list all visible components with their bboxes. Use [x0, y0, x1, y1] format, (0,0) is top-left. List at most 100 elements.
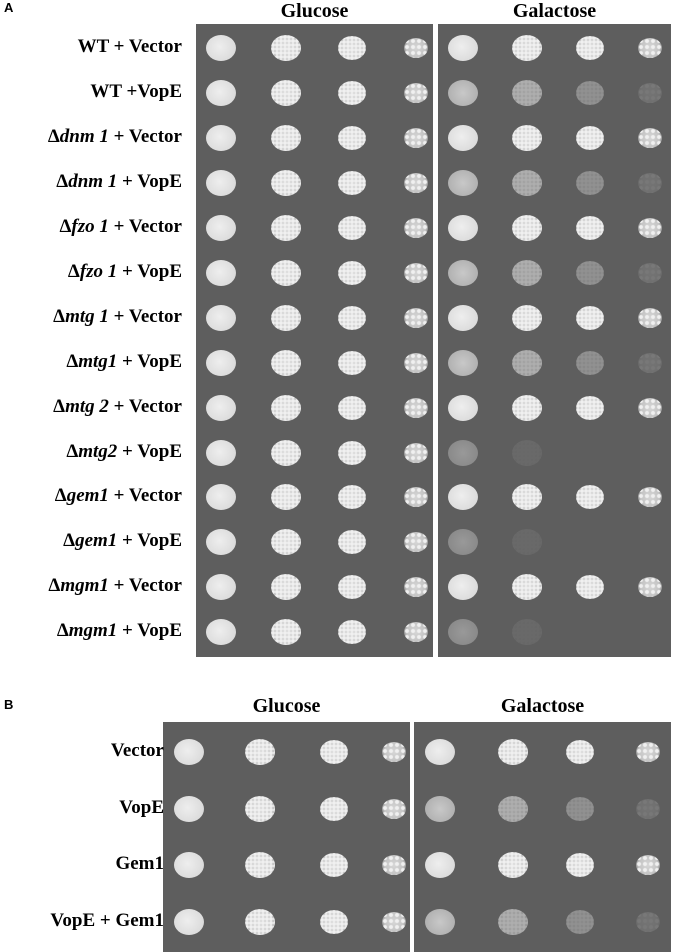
glucose-spot-dilution-1	[174, 739, 204, 766]
strain-label: Gem1	[115, 853, 164, 875]
glucose-spot-dilution-1	[206, 394, 236, 421]
glucose-spot-dilution-4	[404, 352, 428, 373]
glucose-spot-dilution-1	[206, 35, 236, 62]
galactose-spot-dilution-3	[576, 171, 604, 196]
glucose-plate	[163, 722, 410, 952]
glucose-spot-dilution-3	[338, 36, 366, 61]
strain-prefix: Δ	[56, 171, 69, 193]
galactose-spot-dilution-1	[448, 35, 478, 62]
strain-label: Δmtg1 + VopE	[66, 351, 182, 373]
glucose-spot-dilution-3	[320, 796, 348, 821]
glucose-spot-dilution-2	[271, 304, 301, 331]
strain-label: Δmgm1 + Vector	[48, 575, 182, 597]
strain-label: WT +VopE	[90, 81, 182, 103]
glucose-spot-dilution-1	[174, 852, 204, 879]
glucose-spot-dilution-1	[206, 619, 236, 646]
strain-construct: + Vector	[108, 575, 182, 597]
galactose-spot-dilution-1	[448, 619, 478, 646]
galactose-spot-dilution-2	[512, 259, 542, 286]
galactose-spot-dilution-2	[512, 394, 542, 421]
galactose-spot-dilution-4	[638, 83, 662, 104]
galactose-spot-dilution-4	[638, 173, 662, 194]
galactose-spot-dilution-4	[638, 128, 662, 149]
glucose-spot-dilution-2	[271, 170, 301, 197]
strain-construct: + Vector	[108, 126, 182, 148]
galactose-spot-dilution-3	[576, 260, 604, 285]
galactose-spot-dilution-1	[448, 80, 478, 107]
strain-gene: fzo 1	[71, 216, 109, 238]
strain-construct: Gem1	[115, 853, 164, 875]
galactose-spot-dilution-1	[448, 170, 478, 197]
galactose-spot-dilution-2	[512, 304, 542, 331]
galactose-spot-dilution-3	[576, 126, 604, 151]
strain-gene: mgm1	[68, 620, 118, 642]
glucose-spot-dilution-4	[382, 855, 406, 876]
glucose-spot-dilution-2	[271, 394, 301, 421]
galactose-spot-dilution-4	[638, 487, 662, 508]
galactose-spot-dilution-2	[512, 215, 542, 242]
galactose-spot-dilution-3	[576, 81, 604, 106]
glucose-spot-dilution-2	[271, 484, 301, 511]
glucose-spot-dilution-2	[271, 259, 301, 286]
strain-prefix: Δ	[59, 216, 72, 238]
condition-label: Glucose	[280, 0, 349, 22]
glucose-spot-dilution-3	[320, 740, 348, 765]
galactose-spot-dilution-2	[512, 80, 542, 107]
strain-label: Δmtg2 + VopE	[66, 441, 182, 463]
glucose-spot-dilution-1	[206, 349, 236, 376]
galactose-spot-dilution-1	[448, 574, 478, 601]
glucose-spot-dilution-3	[338, 126, 366, 151]
galactose-spot-dilution-4	[638, 577, 662, 598]
glucose-spot-dilution-1	[206, 304, 236, 331]
glucose-spot-dilution-1	[206, 529, 236, 556]
strain-gene: mgm1	[60, 575, 109, 597]
galactose-spot-dilution-2	[498, 908, 528, 935]
glucose-spot-dilution-2	[271, 619, 301, 646]
strain-gene: mtg 2	[65, 395, 109, 417]
galactose-spot-dilution-2	[512, 529, 542, 556]
galactose-spot-dilution-3	[576, 395, 604, 420]
strain-gene: gem1	[75, 530, 118, 552]
strain-label: Δdnm 1 + Vector	[48, 126, 182, 148]
strain-prefix: Δ	[48, 575, 61, 597]
glucose-spot-dilution-2	[271, 125, 301, 152]
strain-construct: + Vector	[108, 395, 182, 417]
glucose-spot-dilution-4	[404, 442, 428, 463]
galactose-spot-dilution-1	[448, 304, 478, 331]
galactose-spot-dilution-3	[576, 485, 604, 510]
galactose-spot-dilution-1	[448, 259, 478, 286]
strain-construct: + VopE	[117, 440, 182, 462]
galactose-plate	[438, 24, 671, 657]
strain-construct: Vector	[110, 740, 164, 762]
galactose-spot-dilution-4	[638, 397, 662, 418]
strain-label: Δdnm 1 + VopE	[56, 171, 182, 193]
strain-label: Vector	[111, 740, 164, 762]
strain-construct: + VopE	[117, 350, 182, 372]
glucose-spot-dilution-4	[382, 911, 406, 932]
glucose-spot-dilution-3	[338, 485, 366, 510]
galactose-spot-dilution-4	[638, 38, 662, 59]
strain-gene: gem1	[66, 485, 109, 507]
galactose-spot-dilution-4	[638, 352, 662, 373]
glucose-spot-dilution-2	[271, 349, 301, 376]
galactose-spot-dilution-3	[576, 350, 604, 375]
galactose-spot-dilution-1	[448, 349, 478, 376]
strain-gene: dnm 1	[59, 126, 109, 148]
strain-gene: fzo 1	[79, 260, 118, 282]
glucose-spot-dilution-4	[404, 38, 428, 59]
strain-construct: WT + Vector	[77, 36, 182, 58]
glucose-spot-dilution-3	[338, 530, 366, 555]
glucose-spot-dilution-1	[174, 908, 204, 935]
strain-construct: + VopE	[117, 530, 182, 552]
glucose-spot-dilution-2	[245, 739, 275, 766]
galactose-spot-dilution-4	[638, 307, 662, 328]
galactose-spot-dilution-3	[566, 909, 594, 934]
galactose-spot-dilution-2	[512, 574, 542, 601]
galactose-spot-dilution-1	[448, 215, 478, 242]
glucose-spot-dilution-1	[206, 80, 236, 107]
glucose-spot-dilution-2	[245, 908, 275, 935]
galactose-spot-dilution-3	[576, 305, 604, 330]
strain-label: Δmgm1 + VopE	[57, 620, 182, 642]
glucose-spot-dilution-2	[271, 439, 301, 466]
strain-label: Δfzo 1 + Vector	[60, 216, 183, 238]
